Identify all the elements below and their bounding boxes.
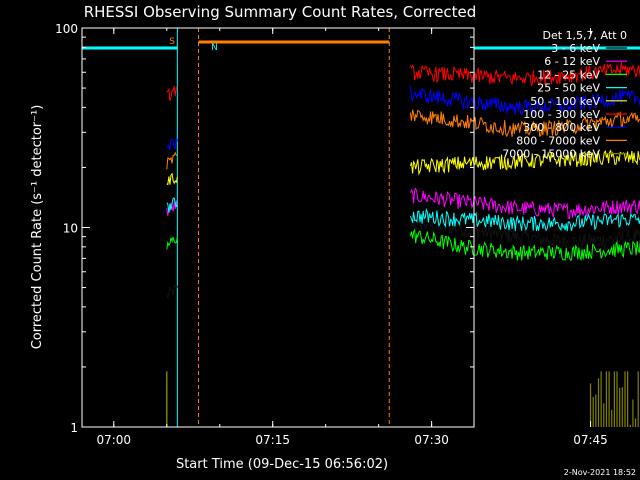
legend-label: 800 - 7000 keV: [516, 134, 600, 147]
chart-title: RHESSI Observing Summary Count Rates, Co…: [84, 3, 477, 21]
series-line: [166, 137, 178, 151]
x-tick-label: 07:15: [255, 433, 290, 447]
y-tick-label: 1: [70, 421, 78, 435]
legend-label: 3 - 6 keV: [551, 42, 600, 55]
series-line: [409, 62, 640, 87]
legend-label: 50 - 100 keV: [530, 95, 600, 108]
series-5: [166, 62, 640, 102]
x-tick-label: 07:30: [414, 433, 449, 447]
legend-label: 6 - 12 keV: [544, 55, 600, 68]
series-6: [166, 85, 640, 151]
series-line: [409, 207, 640, 232]
annotation-label: N: [211, 43, 218, 53]
series-line: [166, 236, 178, 250]
legend-label: 300 - 800 keV: [523, 121, 600, 134]
legend-label: 12 - 25 keV: [537, 68, 600, 81]
series-line: [166, 282, 178, 299]
legend-label: 100 - 300 keV: [523, 108, 600, 121]
series-line: [166, 85, 178, 102]
y-axis-label: Corrected Count Rate (s⁻¹ detector⁻¹): [30, 105, 45, 350]
y-axis: 1 10 100: [55, 22, 474, 435]
series-line: [409, 149, 640, 176]
series-line: [166, 172, 178, 186]
series-3: [166, 197, 640, 232]
x-tick-label: 07:00: [96, 433, 131, 447]
series-line: [166, 197, 178, 213]
legend-label: 25 - 50 keV: [537, 82, 600, 95]
y-tick-label: 100: [55, 22, 78, 36]
series-line: [409, 85, 640, 116]
series-7: [166, 109, 640, 170]
series-line: [166, 151, 178, 170]
series-4: [166, 149, 640, 186]
series-2: [166, 228, 640, 262]
plot-area: SNF: [82, 28, 640, 427]
series-line: [409, 109, 640, 138]
series-8: [166, 371, 639, 427]
annotation-label: S: [169, 37, 175, 47]
x-tick-label: 07:45: [573, 433, 608, 447]
y-tick-label: 10: [63, 222, 78, 236]
series-0: [166, 217, 640, 299]
series-line: [409, 228, 640, 262]
legend-label: 7000 - 15000 keV: [502, 148, 600, 161]
x-axis-label: Start Time (09-Dec-15 06:56:02): [176, 457, 388, 472]
footer-date: 2-Nov-2021 18:52: [564, 468, 636, 477]
series-line: [409, 217, 640, 250]
legend-title: Det 1,5,7, Att 0: [543, 29, 627, 42]
series-line: [409, 187, 640, 219]
